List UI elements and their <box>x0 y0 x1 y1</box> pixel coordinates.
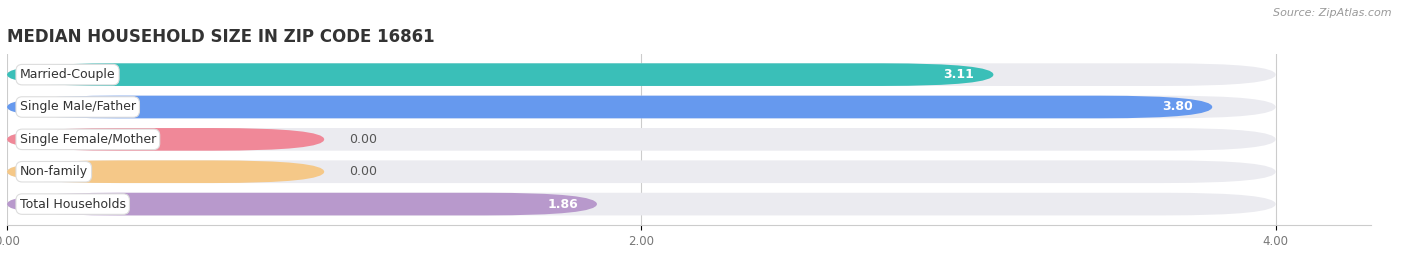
Text: 0.00: 0.00 <box>350 133 378 146</box>
FancyBboxPatch shape <box>7 160 325 183</box>
Text: Single Female/Mother: Single Female/Mother <box>20 133 156 146</box>
Text: 1.86: 1.86 <box>547 198 578 211</box>
FancyBboxPatch shape <box>7 96 1275 118</box>
FancyBboxPatch shape <box>7 128 325 151</box>
Text: 3.11: 3.11 <box>943 68 974 81</box>
Text: 0.00: 0.00 <box>350 165 378 178</box>
Text: Non-family: Non-family <box>20 165 87 178</box>
FancyBboxPatch shape <box>7 63 994 86</box>
Text: MEDIAN HOUSEHOLD SIZE IN ZIP CODE 16861: MEDIAN HOUSEHOLD SIZE IN ZIP CODE 16861 <box>7 28 434 46</box>
FancyBboxPatch shape <box>7 160 1275 183</box>
FancyBboxPatch shape <box>7 63 1275 86</box>
FancyBboxPatch shape <box>7 193 598 215</box>
Text: 3.80: 3.80 <box>1163 100 1194 113</box>
FancyBboxPatch shape <box>7 193 1275 215</box>
Text: Total Households: Total Households <box>20 198 125 211</box>
Text: Single Male/Father: Single Male/Father <box>20 100 136 113</box>
FancyBboxPatch shape <box>7 96 1212 118</box>
Text: Source: ZipAtlas.com: Source: ZipAtlas.com <box>1274 8 1392 18</box>
Text: Married-Couple: Married-Couple <box>20 68 115 81</box>
FancyBboxPatch shape <box>7 128 1275 151</box>
